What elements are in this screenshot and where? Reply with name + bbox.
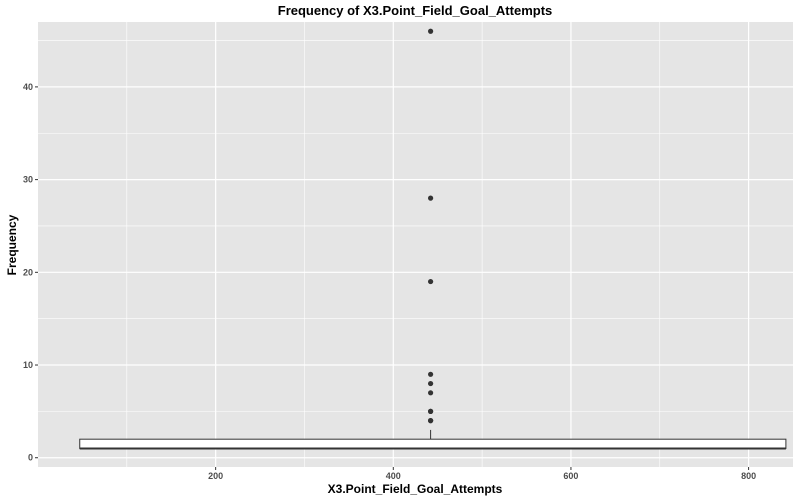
outlier-points bbox=[428, 28, 434, 424]
x-axis-ticks: 200 400 600 800 bbox=[208, 467, 756, 481]
box-iqr bbox=[79, 438, 787, 449]
y-axis-label: Frequency bbox=[5, 214, 19, 275]
outlier-point bbox=[428, 278, 434, 285]
plot-panel bbox=[38, 22, 793, 467]
y-axis-ticks: 0 10 20 30 40 bbox=[23, 82, 38, 463]
chart-title: Frequency of X3.Point_Field_Goal_Attempt… bbox=[278, 3, 553, 18]
y-tick-label: 0 bbox=[28, 453, 33, 463]
y-tick-label: 30 bbox=[23, 175, 33, 185]
x-tick-label: 600 bbox=[563, 471, 578, 481]
x-tick-label: 400 bbox=[386, 471, 401, 481]
major-gridlines-x bbox=[215, 22, 750, 467]
x-tick-label: 800 bbox=[741, 471, 756, 481]
outlier-point bbox=[428, 390, 434, 396]
outlier-point bbox=[428, 28, 434, 34]
y-tick-label: 10 bbox=[23, 360, 33, 370]
x-tick-label: 200 bbox=[208, 471, 223, 481]
major-gridlines-y bbox=[38, 86, 793, 459]
outlier-point bbox=[428, 380, 434, 387]
minor-gridlines-y bbox=[38, 40, 793, 412]
y-tick-label: 40 bbox=[23, 82, 33, 92]
minor-gridlines-x bbox=[126, 22, 661, 467]
outlier-point bbox=[428, 371, 434, 377]
x-axis-label: X3.Point_Field_Goal_Attempts bbox=[328, 482, 503, 496]
outlier-point bbox=[428, 408, 434, 414]
outlier-point bbox=[428, 418, 434, 424]
outlier-point bbox=[428, 195, 434, 201]
y-tick-label: 20 bbox=[23, 267, 33, 277]
